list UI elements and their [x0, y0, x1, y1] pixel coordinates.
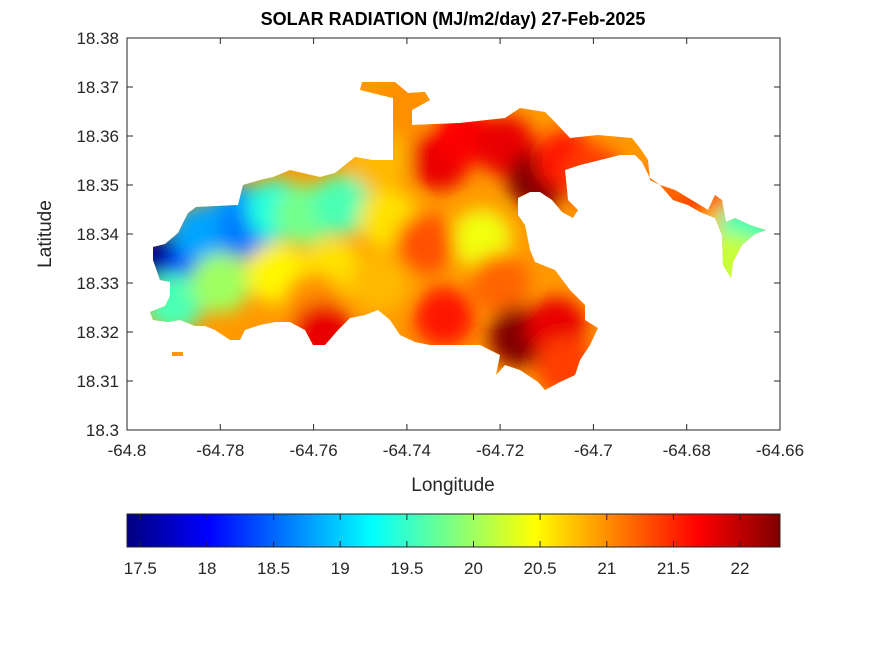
- colorbar-tick-label: 20.5: [524, 559, 557, 578]
- y-axis-label: Latitude: [35, 200, 56, 268]
- colorbar-tick-label: 21.5: [657, 559, 690, 578]
- y-tick-label: 18.37: [76, 78, 119, 97]
- colorbar-tick-label: 21: [597, 559, 616, 578]
- y-tick-label: 18.33: [76, 274, 119, 293]
- x-tick-label: -64.68: [663, 441, 711, 460]
- x-tick-label: -64.74: [383, 441, 431, 460]
- field-sample-23: [395, 213, 456, 274]
- y-tick-label: 18.34: [76, 225, 119, 244]
- y-tick-label: 18.36: [76, 127, 119, 146]
- y-tick-label: 18.3: [86, 421, 119, 440]
- y-tick-label: 18.31: [76, 372, 119, 391]
- field-sample-9: [190, 253, 251, 313]
- x-tick-label: -64.76: [289, 441, 337, 460]
- x-tick-label: -64.8: [108, 441, 147, 460]
- x-axis: -64.8 -64.78 -64.76 -64.74 -64.72 -64.7 -64.68…: [108, 38, 804, 460]
- map-plot-area: [126, 37, 781, 431]
- field-sample-13: [348, 253, 409, 313]
- field-blobs: [150, 82, 766, 390]
- y-tick-label: 18.32: [76, 323, 119, 342]
- colorbar-tick-label: 19.5: [390, 559, 423, 578]
- x-tick-label: -64.78: [196, 441, 244, 460]
- chart-title: SOLAR RADIATION (MJ/m2/day) 27-Feb-2025: [261, 9, 646, 29]
- field-sample-7: [311, 174, 372, 235]
- x-tick-label: -64.72: [476, 441, 524, 460]
- y-tick-label: 18.38: [76, 29, 119, 48]
- y-tick-label: 18.35: [76, 176, 119, 195]
- colorbar-tick-label: 17.5: [124, 559, 157, 578]
- colorbar-ticks: 17.5 18 18.5 19 19.5 20 20.5 21 21.5 22: [124, 514, 750, 578]
- colorbar-tick-label: 20: [464, 559, 483, 578]
- colorbar: 17.5 18 18.5 19 19.5 20 20.5 21 21.5 22: [124, 513, 781, 578]
- colorbar-frame: [126, 513, 781, 548]
- x-tick-label: -64.7: [574, 441, 613, 460]
- colorbar-tick-label: 18.5: [257, 559, 290, 578]
- x-axis-label: Longitude: [411, 475, 494, 496]
- colorbar-tick-label: 18: [198, 559, 217, 578]
- colorbar-tick-label: 19: [331, 559, 350, 578]
- y-axis: 18.3 18.31 18.32 18.33 18.34 18.35 18.36 18.37 1…: [76, 29, 780, 440]
- field-sample-24: [470, 253, 531, 313]
- field-sample-27: [414, 287, 475, 348]
- colorbar-gradient: [127, 514, 780, 547]
- x-tick-label: -64.66: [756, 441, 804, 460]
- colorbar-tick-label: 22: [731, 559, 750, 578]
